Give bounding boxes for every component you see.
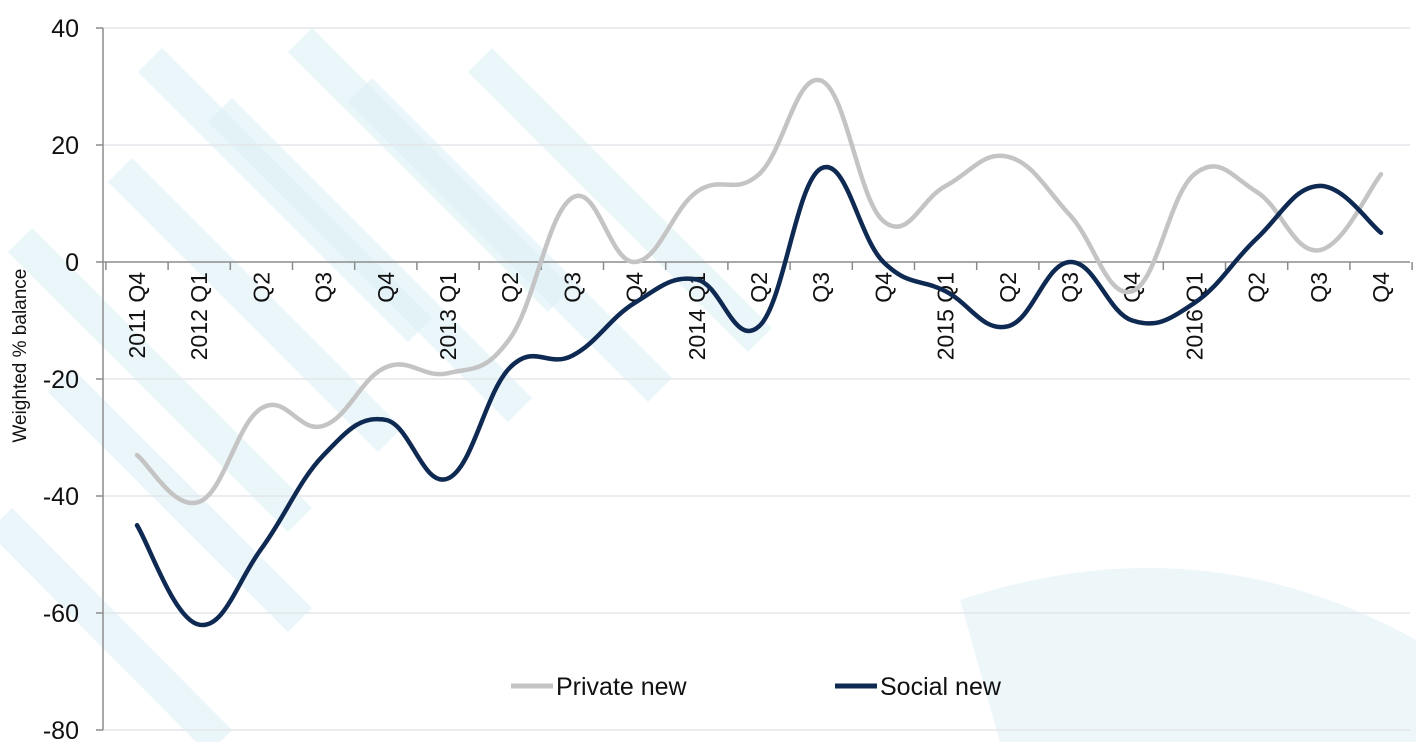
legend-label-social-new: Social new bbox=[880, 673, 1002, 701]
x-tick-label: 2016 Q1 bbox=[1181, 272, 1207, 360]
x-tick-label: Q2 bbox=[995, 272, 1021, 303]
x-tick-label: Q3 bbox=[1057, 272, 1083, 303]
x-tick-label: 2012 Q1 bbox=[186, 272, 212, 360]
y-tick-label: 20 bbox=[51, 132, 79, 160]
y-tick-label: -40 bbox=[43, 483, 79, 511]
gridlines bbox=[103, 27, 1410, 731]
x-tick-label: Q2 bbox=[746, 272, 772, 303]
y-tick-label: -20 bbox=[43, 366, 79, 394]
x-tick-label: Q3 bbox=[559, 272, 585, 303]
y-tick-label: -80 bbox=[43, 717, 79, 742]
y-tick-label: 0 bbox=[65, 249, 79, 277]
y-tick-label: -60 bbox=[43, 600, 79, 628]
x-tick-label: 2013 Q1 bbox=[435, 272, 461, 360]
x-tick-label: 2014 Q1 bbox=[684, 272, 710, 360]
legend: Private new Social new bbox=[511, 673, 1002, 701]
y-tick-label: 40 bbox=[51, 15, 79, 43]
x-tick-label: Q2 bbox=[497, 272, 523, 303]
x-tick-label: Q3 bbox=[311, 272, 337, 303]
y-axis-title: Weighted % balance bbox=[10, 269, 31, 443]
watermark-band bbox=[347, 77, 673, 403]
x-tick-label: Q4 bbox=[870, 272, 896, 303]
watermark-band bbox=[107, 157, 403, 453]
x-tick-label: Q4 bbox=[373, 272, 399, 303]
x-tick-label: Q3 bbox=[808, 272, 834, 303]
watermark-arc bbox=[960, 568, 1416, 742]
x-tick-label: Q2 bbox=[248, 272, 274, 303]
background-watermark bbox=[0, 27, 1416, 742]
watermark-band bbox=[207, 97, 533, 423]
legend-label-private-new: Private new bbox=[556, 673, 688, 701]
x-tick-label: Q4 bbox=[1368, 272, 1394, 303]
x-tick-label: Q3 bbox=[1306, 272, 1332, 303]
series-lines bbox=[134, 77, 1384, 627]
x-tick-label: 2011 Q4 bbox=[124, 272, 150, 359]
x-tick-label: Q2 bbox=[1244, 272, 1270, 303]
series-line-private-new bbox=[134, 77, 1384, 506]
watermark-band bbox=[0, 508, 233, 742]
watermark-band bbox=[7, 227, 313, 533]
